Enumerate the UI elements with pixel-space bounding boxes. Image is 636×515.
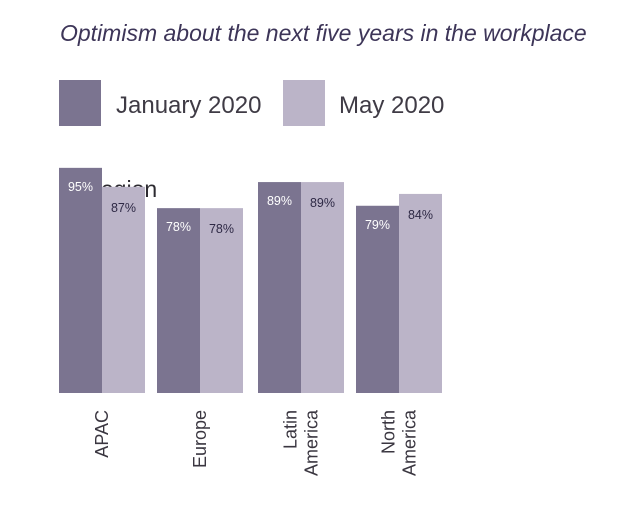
- category-label-0-line-0: APAC: [92, 410, 112, 458]
- legend-label-may-2020: May 2020: [339, 92, 445, 119]
- bar-may-3: [399, 193, 442, 393]
- data-label-january-3: 79%: [365, 218, 390, 232]
- legend-label-january-2020: January 2020: [116, 92, 262, 119]
- category-label-2-line-1: America: [302, 409, 322, 476]
- legend-swatch-may-2020: [283, 80, 325, 126]
- category-label-2-line-0: Latin: [281, 410, 301, 449]
- bar-may-1: [200, 208, 243, 393]
- data-label-may-2: 89%: [310, 196, 335, 210]
- category-label-3-line-0: North: [379, 410, 399, 454]
- data-label-january-0: 95%: [68, 180, 93, 194]
- legend-swatch-january-2020: [59, 80, 101, 126]
- bar-january-0: [59, 167, 102, 393]
- category-label-1-line-0: Europe: [190, 410, 210, 468]
- data-label-may-3: 84%: [408, 208, 433, 222]
- category-label-3-line-1: America: [400, 409, 420, 476]
- bar-may-2: [301, 182, 344, 393]
- data-label-may-0: 87%: [111, 201, 136, 215]
- data-label-may-1: 78%: [209, 222, 234, 236]
- bar-january-1: [157, 208, 200, 393]
- data-label-january-2: 89%: [267, 194, 292, 208]
- chart-title: Optimism about the next five years in th…: [60, 20, 587, 46]
- bar-january-2: [258, 182, 301, 393]
- bar-january-3: [356, 205, 399, 393]
- bar-may-0: [102, 186, 145, 393]
- data-label-january-1: 78%: [166, 220, 191, 234]
